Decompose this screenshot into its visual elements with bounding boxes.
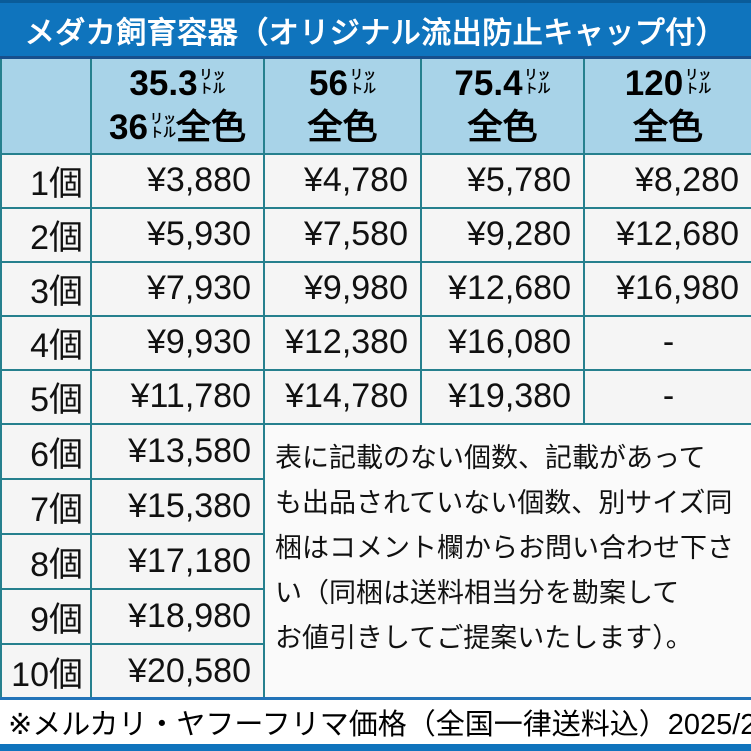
no-offer-dash: - xyxy=(583,314,751,371)
no-offer-dash: - xyxy=(583,368,751,425)
quantity-label: 4個 xyxy=(0,314,92,371)
size-column-header-content: 56 リッ トル 全色 xyxy=(266,63,419,147)
all-colors-line: 全色 xyxy=(266,107,419,147)
liter-unit-stack: リッ トル xyxy=(199,66,226,97)
price-cell: ¥11,780 xyxy=(90,368,265,425)
volume-value: 56 xyxy=(309,63,348,103)
quantity-label: 6個 xyxy=(0,422,92,480)
table-row: 8個 ¥17,180 xyxy=(0,532,751,590)
quantity-label: 8個 xyxy=(0,532,92,590)
table-row: 7個 ¥15,380 xyxy=(0,477,751,535)
table-row: 2個 ¥5,930 ¥7,580 ¥9,280 ¥12,680 xyxy=(0,206,751,263)
quantity-label: 1個 xyxy=(0,152,92,209)
liter-unit-bottom: トル xyxy=(349,81,376,97)
all-colors-line: 全色 xyxy=(586,107,750,147)
price-cell: ¥7,580 xyxy=(263,206,422,263)
price-cell: ¥12,380 xyxy=(263,314,422,371)
quantity-label: 10個 xyxy=(0,642,92,700)
liter-unit-bottom: トル xyxy=(149,125,176,141)
all-colors-label: 全色 xyxy=(175,107,246,147)
page-title: メダカ飼育容器（オリジナル流出防止キャップ付） xyxy=(24,16,727,50)
table-row: 10個 ¥20,580 xyxy=(0,642,751,700)
price-cell: ¥9,280 xyxy=(420,206,585,263)
price-cell: ¥18,980 xyxy=(90,587,265,645)
volume-value-2: 36 xyxy=(109,107,148,147)
price-cell: ¥9,930 xyxy=(90,314,265,371)
price-cell: ¥5,930 xyxy=(90,206,265,263)
inquiry-note: 表に記載のない個数、記載があって も出品されていない個数、別サイズ同 梱はコメン… xyxy=(263,422,751,700)
price-cell: ¥12,680 xyxy=(420,260,585,317)
quantity-label: 9個 xyxy=(0,587,92,645)
price-cell: ¥16,980 xyxy=(583,260,751,317)
table-row: 1個 ¥3,880 ¥4,780 ¥5,780 ¥8,280 xyxy=(0,152,751,209)
all-colors-label: 全色 xyxy=(307,107,378,147)
table-row: 4個 ¥9,930 ¥12,380 ¥16,080- xyxy=(0,314,751,371)
quantity-label: 7個 xyxy=(0,477,92,535)
liter-unit-top: リッ xyxy=(349,66,376,82)
corner-cell xyxy=(0,56,92,155)
size-column-header: 56 リッ トル 全色 xyxy=(263,56,422,155)
table-row: 6個 ¥13,580 表に記載のない個数、記載があって も出品されていない個数、別サ… xyxy=(0,422,751,700)
liter-unit-bottom: トル xyxy=(524,81,551,97)
all-colors-label: 全色 xyxy=(467,107,538,147)
price-cell: ¥12,680 xyxy=(583,206,751,263)
all-colors-line: 全色 xyxy=(423,107,582,147)
all-colors-line: 36 リッ トル 全色 xyxy=(93,107,262,147)
liter-unit-stack: リッ トル xyxy=(524,66,551,97)
price-table: 35.3 リッ トル 36 リッ トル 全色 56 リッ トル 全色 75.4 リッ トル 全色 120 リット… xyxy=(0,56,751,701)
volume-line: 120 リッ トル xyxy=(586,63,750,103)
footer-note: ※メルカリ・ヤフーフリマ価格（全国一律送料込）2025/2～ xyxy=(8,709,751,742)
price-cell: ¥15,380 xyxy=(90,477,265,535)
quantity-label: 5個 xyxy=(0,368,92,425)
price-cell: ¥5,780 xyxy=(420,152,585,209)
liter-unit-bottom: トル xyxy=(199,81,226,97)
liter-unit-top: リッ xyxy=(685,66,712,82)
price-cell: ¥13,580 xyxy=(90,422,265,480)
size-column-header-content: 35.3 リッ トル 36 リッ トル 全色 xyxy=(93,63,262,147)
price-cell: ¥8,280 xyxy=(583,152,751,209)
price-cell: ¥17,180 xyxy=(90,532,265,590)
title-bar: メダカ飼育容器（オリジナル流出防止キャップ付） xyxy=(0,0,751,57)
header-row: 35.3 リッ トル 36 リッ トル 全色 56 リッ トル 全色 75.4 リッ トル 全色 120 リット… xyxy=(0,56,751,155)
volume-value: 120 xyxy=(624,63,684,103)
liter-unit-stack: リッ トル xyxy=(349,66,376,97)
bottom-accent-strip xyxy=(0,744,751,751)
volume-line: 35.3 リッ トル xyxy=(93,63,262,103)
size-column-header: 35.3 リッ トル 36 リッ トル 全色 xyxy=(90,56,265,155)
liter-unit-top: リッ xyxy=(524,66,551,82)
size-column-header-content: 120 リッ トル 全色 xyxy=(586,63,750,147)
quantity-label: 3個 xyxy=(0,260,92,317)
size-column-header-content: 75.4 リッ トル 全色 xyxy=(423,63,582,147)
all-colors-label: 全色 xyxy=(632,107,703,147)
volume-line: 75.4 リッ トル xyxy=(423,63,582,103)
table-row: 5個 ¥11,780 ¥14,780 ¥19,380- xyxy=(0,368,751,425)
table-row: 9個 ¥18,980 xyxy=(0,587,751,645)
liter-unit-top: リッ xyxy=(199,66,226,82)
table-row: 3個 ¥7,930 ¥9,980 ¥12,680 ¥16,980 xyxy=(0,260,751,317)
size-column-header: 120 リッ トル 全色 xyxy=(583,56,751,155)
price-cell: ¥19,380 xyxy=(420,368,585,425)
volume-line: 56 リッ トル xyxy=(266,63,419,103)
price-cell: ¥7,930 xyxy=(90,260,265,317)
price-cell: ¥4,780 xyxy=(263,152,422,209)
price-cell: ¥3,880 xyxy=(90,152,265,209)
size-column-header: 75.4 リッ トル 全色 xyxy=(420,56,585,155)
quantity-label: 2個 xyxy=(0,206,92,263)
liter-unit-bottom: トル xyxy=(685,81,712,97)
price-cell: ¥9,980 xyxy=(263,260,422,317)
price-cell: ¥14,780 xyxy=(263,368,422,425)
volume-value: 75.4 xyxy=(454,63,523,103)
liter-unit-stack: リッ トル xyxy=(149,110,176,141)
price-cell: ¥16,080 xyxy=(420,314,585,371)
footer-note-bar: ※メルカリ・ヤフーフリマ価格（全国一律送料込）2025/2～ xyxy=(0,700,751,745)
liter-unit-top: リッ xyxy=(149,110,176,126)
liter-unit-stack: リッ トル xyxy=(685,66,712,97)
volume-value: 35.3 xyxy=(129,63,198,103)
price-cell: ¥20,580 xyxy=(90,642,265,700)
